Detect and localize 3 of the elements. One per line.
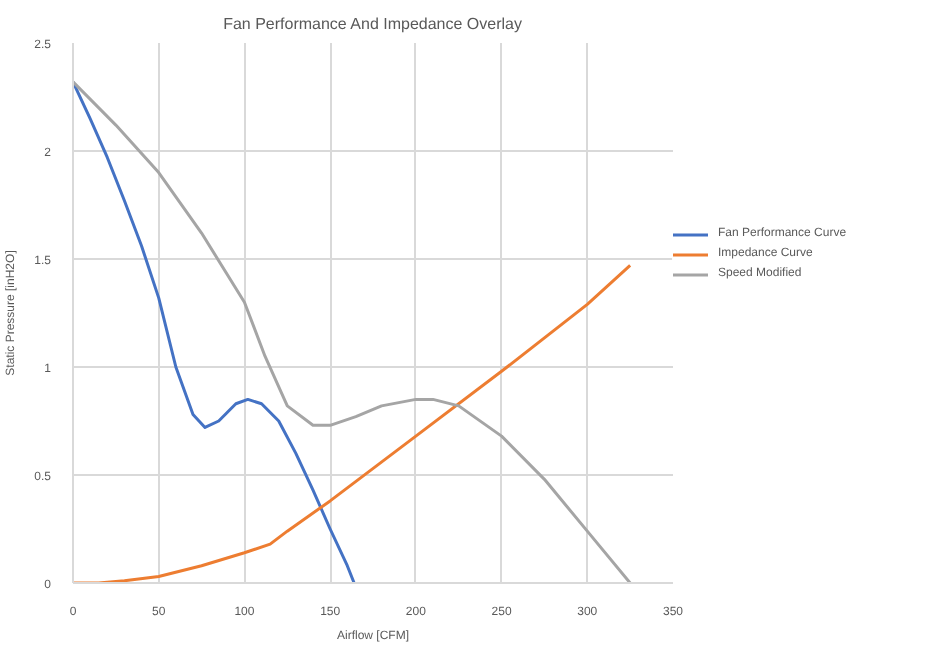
- line-series: [73, 80, 356, 583]
- chart-title: Fan Performance And Impedance Overlay: [223, 15, 522, 33]
- line-series: [73, 80, 632, 583]
